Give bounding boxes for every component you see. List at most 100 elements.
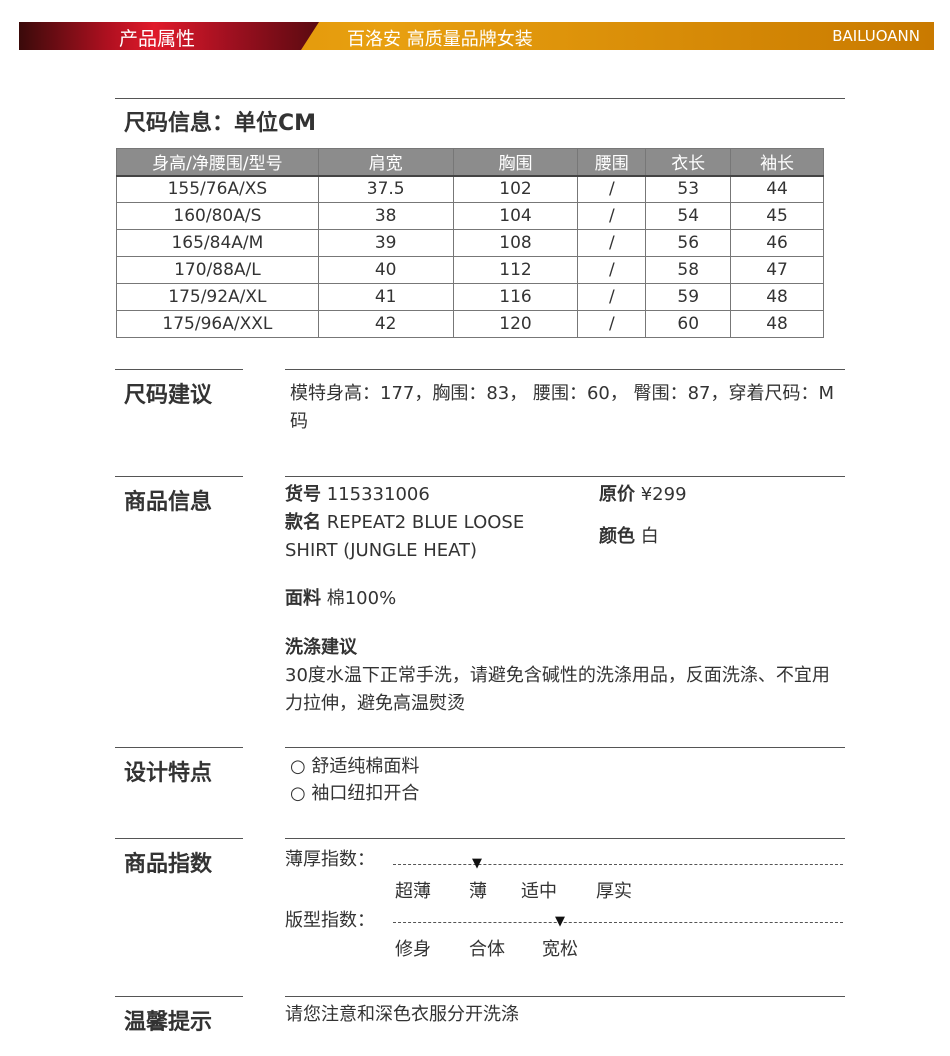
table-row: 175/96A/XXL 42 120/60 48 <box>116 310 824 338</box>
sku-value: 115331006 <box>326 484 430 505</box>
table-cell: / <box>577 256 647 284</box>
table-cell: / <box>577 283 647 311</box>
tip-label: 温馨提示 <box>124 1010 213 1035</box>
table-row: 160/80A/S 38 104/54 45 <box>116 202 824 230</box>
table-cell: / <box>577 202 647 230</box>
divider <box>285 369 845 370</box>
table-cell: 120 <box>452 310 579 338</box>
product-name: 款名 REPEAT2 BLUE LOOSE SHIRT (JUNGLE HEAT… <box>285 509 575 565</box>
price-label: 原价 <box>599 484 635 505</box>
design-item: ○ 袖口纽扣开合 <box>290 783 420 804</box>
brand-name: BAILUOANN <box>832 27 920 45</box>
table-cell: 59 <box>645 283 732 311</box>
color: 颜色 白 <box>599 523 659 551</box>
fit-option: 宽松 <box>542 939 578 960</box>
color-label: 颜色 <box>599 526 635 547</box>
design-item: ○ 舒适纯棉面料 <box>290 756 420 777</box>
table-cell: 54 <box>645 202 732 230</box>
sku-label: 货号 <box>285 484 321 505</box>
wash-text: 30度水温下正常手洗，请避免含碱性的洗涤用品，反面洗涤、不宜用力拉伸，避免高温熨… <box>285 665 830 714</box>
table-cell: 37.5 <box>317 175 454 203</box>
table-cell: 39 <box>317 229 454 257</box>
divider <box>115 996 243 997</box>
fabric: 面料 棉100% <box>285 585 396 613</box>
column-header: 肩宽 <box>317 148 454 177</box>
divider <box>285 747 845 748</box>
table-cell: 104 <box>452 202 579 230</box>
wash-label-text: 洗涤建议 <box>285 637 357 658</box>
thickness-label: 薄厚指数： <box>285 849 375 870</box>
column-header: 胸围 <box>452 148 579 177</box>
banner: 产品属性 百洛安 高质量品牌女装 BAILUOANN <box>19 22 934 50</box>
table-cell: 116 <box>452 283 579 311</box>
table-cell: 41 <box>317 283 454 311</box>
table-cell: 48 <box>730 310 824 338</box>
divider <box>115 747 243 748</box>
table-cell: / <box>577 175 647 203</box>
fabric-value: 棉100% <box>326 588 397 609</box>
wash-label: 洗涤建议 <box>285 634 357 662</box>
table-cell: 56 <box>645 229 732 257</box>
banner-image <box>19 22 319 50</box>
thickness-option: 超薄 <box>395 881 431 902</box>
table-cell: 175/96A/XXL <box>116 310 319 338</box>
price-value: ¥299 <box>640 484 687 505</box>
table-cell: 38 <box>317 202 454 230</box>
column-header: 衣长 <box>645 148 732 177</box>
table-cell: 108 <box>452 229 579 257</box>
table-row: 155/76A/XS 37.5 102/53 44 <box>116 175 824 203</box>
table-cell: 47 <box>730 256 824 284</box>
thickness-option: 厚实 <box>596 881 632 902</box>
design-label: 设计特点 <box>124 761 213 786</box>
name-value: REPEAT2 BLUE LOOSE SHIRT (JUNGLE HEAT) <box>285 512 525 561</box>
size-advice-label: 尺码建议 <box>124 383 213 408</box>
table-cell: 155/76A/XS <box>116 175 319 203</box>
table-cell: 112 <box>452 256 579 284</box>
table-cell: 60 <box>645 310 732 338</box>
table-cell: 48 <box>730 283 824 311</box>
column-header: 袖长 <box>730 148 824 177</box>
table-cell: / <box>577 310 647 338</box>
table-cell: 102 <box>452 175 579 203</box>
thickness-option: 适中 <box>521 881 557 902</box>
table-row: 170/88A/L 40 112/58 47 <box>116 256 824 284</box>
name-label: 款名 <box>285 512 321 533</box>
fit-option: 修身 <box>395 939 431 960</box>
column-header: 身高/净腰围/型号 <box>116 148 319 177</box>
table-cell: 42 <box>317 310 454 338</box>
thickness-scale <box>393 864 843 865</box>
tip-text: 请您注意和深色衣服分开洗涤 <box>285 1004 519 1025</box>
table-row: 175/92A/XL 41 116/59 48 <box>116 283 824 311</box>
price: 原价 ¥299 <box>599 481 687 509</box>
table-cell: 45 <box>730 202 824 230</box>
sku: 货号 115331006 <box>285 481 565 509</box>
thickness-marker-icon: ▼ <box>472 856 482 871</box>
table-cell: 170/88A/L <box>116 256 319 284</box>
table-cell: 165/84A/M <box>116 229 319 257</box>
divider <box>285 476 845 477</box>
table-cell: 53 <box>645 175 732 203</box>
index-label: 商品指数 <box>124 852 213 877</box>
banner-slogan: 百洛安 高质量品牌女装 <box>347 29 533 50</box>
table-cell: 44 <box>730 175 824 203</box>
divider <box>115 98 845 99</box>
product-info-label: 商品信息 <box>124 490 213 515</box>
divider <box>115 476 243 477</box>
thickness-option: 薄 <box>469 881 487 902</box>
size-table: 身高/净腰围/型号 肩宽 胸围 腰围 衣长 袖长 155/76A/XS 37.5 102/53… <box>116 148 824 338</box>
color-value: 白 <box>640 526 659 547</box>
divider <box>115 369 243 370</box>
divider <box>115 838 243 839</box>
fit-marker-icon: ▼ <box>555 914 565 929</box>
divider <box>285 838 845 839</box>
table-cell: 46 <box>730 229 824 257</box>
size-info-title: 尺码信息：单位CM <box>124 111 317 136</box>
table-cell: 160/80A/S <box>116 202 319 230</box>
table-row: 165/84A/M 39 108/56 46 <box>116 229 824 257</box>
banner-title: 产品属性 <box>119 28 196 50</box>
table-cell: / <box>577 229 647 257</box>
fabric-label: 面料 <box>285 588 321 609</box>
column-header: 腰围 <box>577 148 647 177</box>
table-cell: 40 <box>317 256 454 284</box>
fit-scale <box>393 922 843 923</box>
